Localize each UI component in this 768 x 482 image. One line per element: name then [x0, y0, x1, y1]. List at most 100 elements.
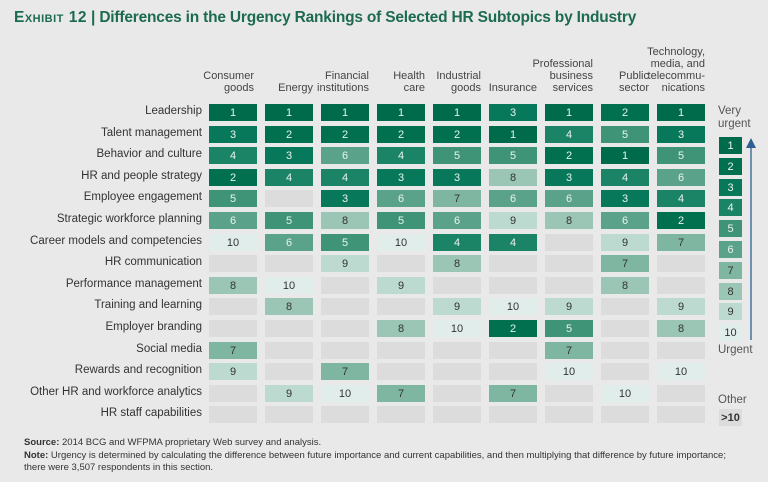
- note-text: Urgency is determined by calculating the…: [24, 450, 726, 473]
- heatmap-cell: 9: [377, 276, 425, 294]
- heatmap-cell: 9: [321, 255, 369, 273]
- title-separator: |: [86, 9, 100, 26]
- note: Note: Urgency is determined by calculati…: [24, 450, 734, 474]
- row-label: HR and people strategy: [81, 169, 202, 182]
- exhibit-label: Exhibit 12: [14, 9, 87, 26]
- heatmap-cell: [545, 255, 593, 273]
- heatmap-cell: 7: [545, 341, 593, 359]
- heatmap-cell: 1: [321, 104, 369, 121]
- column-header: Industrial goods: [436, 70, 481, 94]
- heatmap-cell: 9: [209, 363, 257, 381]
- row-label: Rewards and recognition: [74, 364, 202, 377]
- heatmap-cell: 3: [433, 168, 481, 186]
- heatmap-cell: [601, 298, 649, 316]
- heatmap-cell: 6: [489, 190, 537, 208]
- heatmap-cell: 9: [433, 298, 481, 316]
- heatmap-cell: [657, 341, 705, 359]
- heatmap-cell: [657, 406, 705, 424]
- heatmap-cell: 5: [377, 212, 425, 229]
- heatmap-cell: [321, 298, 369, 316]
- heatmap-cell: 10: [433, 320, 481, 337]
- legend-very-urgent-label: Very urgent: [718, 105, 751, 130]
- heatmap-cell: [265, 255, 313, 273]
- heatmap-cell: 3: [489, 104, 537, 121]
- heatmap-cell: [601, 406, 649, 424]
- heatmap-cell: 1: [657, 104, 705, 121]
- row-label: Training and learning: [94, 299, 202, 312]
- heatmap-cell: 5: [489, 147, 537, 165]
- heatmap-cell: 1: [545, 104, 593, 121]
- heatmap-cell: 4: [489, 233, 537, 251]
- heatmap-cell: 4: [209, 147, 257, 165]
- heatmap-cell: 5: [209, 190, 257, 208]
- row-label: Other HR and workforce analytics: [30, 385, 202, 398]
- heatmap-cell: 5: [321, 233, 369, 251]
- heatmap-cell: 10: [321, 384, 369, 402]
- heatmap-cell: 7: [489, 384, 537, 402]
- heatmap-cell: [657, 384, 705, 402]
- heatmap-cell: [545, 233, 593, 251]
- heatmap-cell: 2: [489, 320, 537, 337]
- heatmap-cell: [377, 406, 425, 424]
- title-text: Differences in the Urgency Rankings of S…: [99, 9, 637, 26]
- source-text: 2014 BCG and WFPMA proprietary Web surve…: [59, 437, 322, 448]
- heatmap-cell: [545, 406, 593, 424]
- heatmap-cell: 10: [545, 363, 593, 381]
- column-header: Health care: [393, 70, 425, 94]
- legend-swatch: 3: [719, 178, 742, 196]
- heatmap-cell: [209, 255, 257, 273]
- heatmap-cell: 3: [377, 168, 425, 186]
- heatmap-cell: 2: [209, 168, 257, 186]
- heatmap-cell: [265, 363, 313, 381]
- row-label: HR communication: [104, 256, 202, 269]
- heatmap-cell: [209, 384, 257, 402]
- legend-swatch: 8: [719, 282, 742, 300]
- heatmap-cell: 1: [489, 125, 537, 143]
- heatmap-cell: 4: [265, 168, 313, 186]
- heatmap-cell: [433, 384, 481, 402]
- heatmap-cell: 4: [601, 168, 649, 186]
- heatmap-cell: 3: [209, 125, 257, 143]
- heatmap-cell: [601, 341, 649, 359]
- heatmap-cell: 4: [321, 168, 369, 186]
- heatmap-cell: 8: [601, 276, 649, 294]
- heatmap-cell: 4: [545, 125, 593, 143]
- heatmap-cell: [321, 320, 369, 337]
- heatmap-cell: 2: [601, 104, 649, 121]
- column-header: Financial institutions: [317, 70, 369, 94]
- heatmap-cell: 10: [657, 363, 705, 381]
- heatmap-cell: 7: [321, 363, 369, 381]
- heatmap-cell: 6: [265, 233, 313, 251]
- heatmap-cell: 1: [377, 104, 425, 121]
- heatmap-cell: 6: [321, 147, 369, 165]
- heatmap-cell: 5: [545, 320, 593, 337]
- heatmap-cell: [265, 406, 313, 424]
- heatmap-cell: 8: [209, 276, 257, 294]
- heatmap-cell: [489, 406, 537, 424]
- heatmap-cell: 8: [433, 255, 481, 273]
- row-label: Leadership: [145, 105, 202, 117]
- source-label: Source:: [24, 437, 60, 448]
- heatmap-cell: 2: [657, 212, 705, 229]
- heatmap-cell: [321, 276, 369, 294]
- heatmap-cell: [545, 276, 593, 294]
- legend-urgent-label: Urgent: [718, 344, 753, 356]
- heatmap-cell: [489, 341, 537, 359]
- heatmap-cell: [209, 298, 257, 316]
- heatmap-cell: 10: [601, 384, 649, 402]
- heatmap-cell: 10: [489, 298, 537, 316]
- heatmap-cell: 4: [377, 147, 425, 165]
- heatmap-cell: [433, 341, 481, 359]
- heatmap-cell: [377, 363, 425, 381]
- row-label: HR staff capabilities: [100, 407, 202, 420]
- legend-swatch: 4: [719, 199, 742, 217]
- heatmap-cell: [601, 363, 649, 381]
- heatmap-cell: 7: [433, 190, 481, 208]
- legend-swatch: 9: [719, 303, 742, 321]
- legend-other-label: Other: [718, 394, 747, 406]
- heatmap-cell: 6: [545, 190, 593, 208]
- column-header: Insurance: [488, 82, 537, 94]
- heatmap-cell: 8: [545, 212, 593, 229]
- heatmap-cell: [209, 320, 257, 337]
- heatmap-cell: [489, 363, 537, 381]
